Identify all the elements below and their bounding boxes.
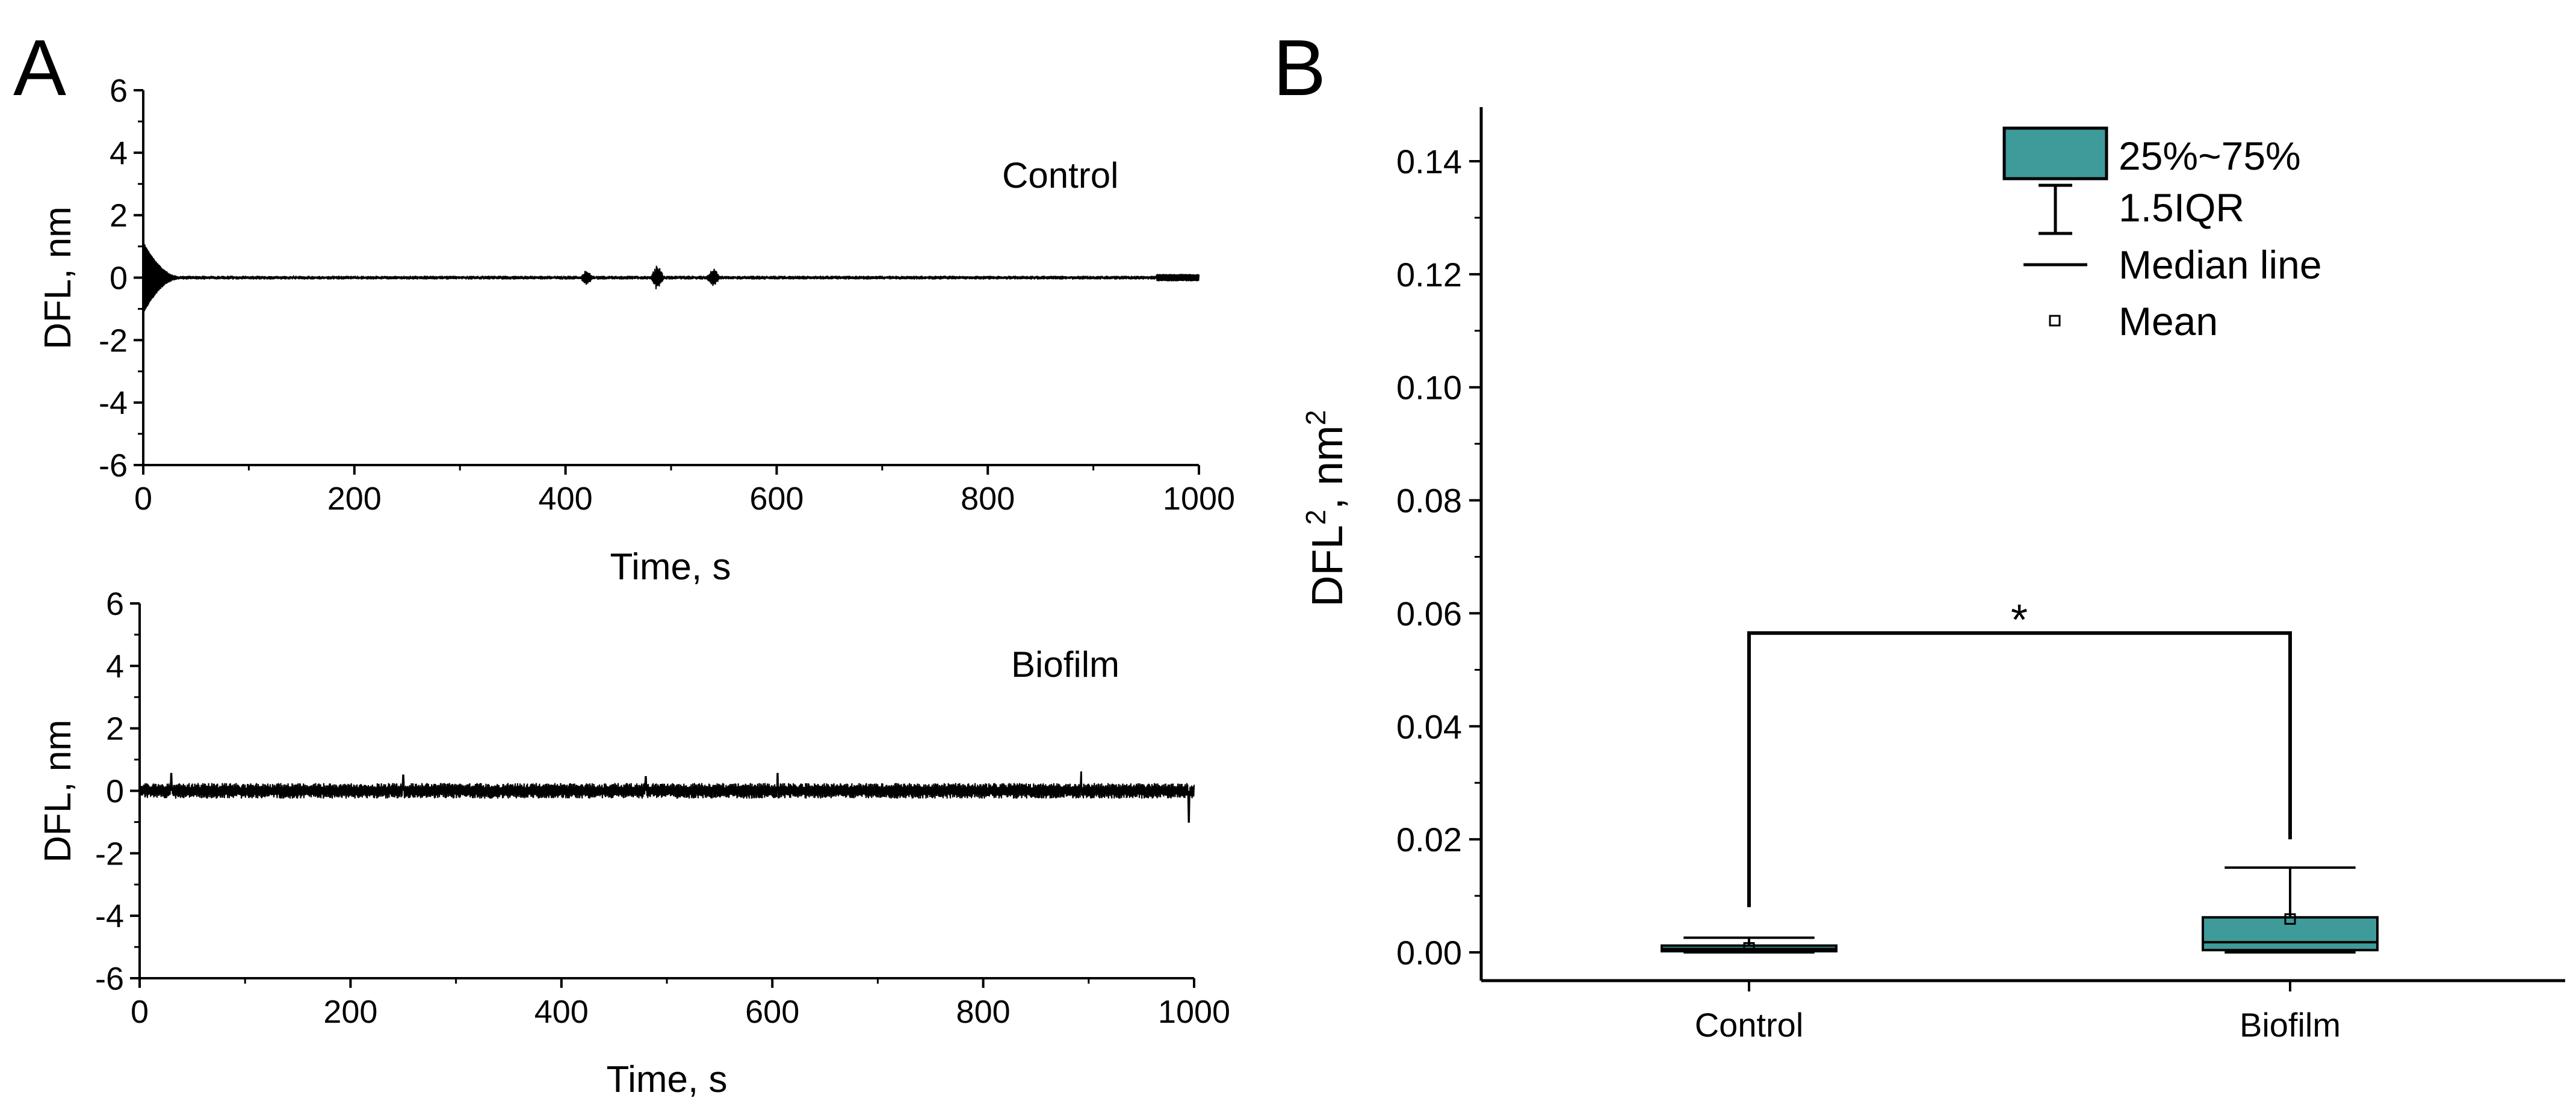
box-y-tick-label: 0.14 <box>1396 143 1462 180</box>
legend-mean-swatch <box>2049 315 2061 327</box>
box-y-tick-label: 0.04 <box>1396 708 1462 745</box>
control-signal-trace <box>142 242 1200 313</box>
box-y-tick-label: 0.06 <box>1396 594 1462 632</box>
biofilm-x-tick-label: 1000 <box>1158 994 1230 1030</box>
box-y-tick-label: 0.02 <box>1396 821 1462 859</box>
box-y-tick-label: 0.10 <box>1396 369 1462 407</box>
biofilm-series-label: Biofilm <box>1011 644 1119 685</box>
control-y-tick-label: -4 <box>99 385 128 421</box>
control-x-axis-title: Time, s <box>610 546 731 588</box>
legend-box-swatch <box>2002 126 2108 180</box>
box-y-title-base: DFL <box>1304 525 1352 607</box>
control-x-tick-label: 1000 <box>1163 481 1235 517</box>
panel-letter-b: B <box>1273 23 1326 112</box>
box-y-tick-label: 0.00 <box>1396 934 1462 972</box>
box-y-tick-label: 0.08 <box>1396 482 1462 520</box>
control-x-tick-label: 0 <box>134 481 152 517</box>
panel-letter-a: A <box>13 23 66 112</box>
biofilm-y-tick-label: 2 <box>106 711 124 747</box>
biofilm-y-tick-label: -4 <box>95 898 124 934</box>
biofilm-x-tick-label: 600 <box>745 994 799 1030</box>
biofilm-y-tick-label: 6 <box>106 586 124 622</box>
biofilm-mean-marker <box>2284 913 2296 925</box>
control-x-tick-label: 400 <box>539 481 593 517</box>
control-mean-marker <box>1743 942 1755 954</box>
legend-label-iqr-box: 25%~75% <box>2119 134 2301 178</box>
control-x-tick-label: 800 <box>961 481 1015 517</box>
biofilm-trace-chart: -6 -4 -2 0 2 4 6 0 200 400 600 800 1000 <box>95 586 1230 1030</box>
control-y-tick-label: 6 <box>110 73 128 109</box>
box-y-tick-label: 0.12 <box>1396 256 1462 294</box>
box-y-title-sup: 2 <box>1300 510 1331 525</box>
control-y-tick-label: 0 <box>110 261 128 297</box>
box-plot-chart: 0.00 0.02 0.04 0.06 0.08 0.10 0.12 0.14 <box>1396 107 2565 991</box>
control-y-axis-title: DFL, nm <box>37 206 79 350</box>
control-y-tick-label: 2 <box>110 198 128 234</box>
biofilm-signal-trace <box>138 771 1195 823</box>
control-x-tick-label: 600 <box>749 481 803 517</box>
category-label-biofilm: Biofilm <box>2240 1006 2341 1044</box>
biofilm-x-tick-label: 200 <box>323 994 377 1030</box>
biofilm-x-axis-title: Time, s <box>607 1059 728 1100</box>
biofilm-x-tick-label: 400 <box>534 994 589 1030</box>
control-series-label: Control <box>1002 155 1118 196</box>
biofilm-y-tick-label: -2 <box>95 836 124 872</box>
box-y-title-mid: , nm <box>1304 425 1352 510</box>
significance-bracket <box>1747 631 2292 907</box>
legend-label-mean: Mean <box>2119 299 2218 344</box>
biofilm-iqr-box <box>2202 916 2379 952</box>
biofilm-y-tick-label: 4 <box>106 649 124 685</box>
box-y-title-sup2: 2 <box>1300 410 1331 425</box>
box-y-axis-title: DFL2, nm2 <box>1300 410 1352 606</box>
control-y-tick-label: -2 <box>99 322 128 359</box>
legend: 25%~75% 1.5IQR Median line Mean <box>2002 126 2322 344</box>
biofilm-x-tick-label: 800 <box>956 994 1011 1030</box>
control-y-tick-label: 4 <box>110 135 128 171</box>
control-y-tick-label: -6 <box>99 448 128 484</box>
biofilm-y-axis-title: DFL, nm <box>37 720 79 863</box>
legend-label-whisker: 1.5IQR <box>2119 185 2244 230</box>
biofilm-x-tick-label: 0 <box>131 994 149 1030</box>
control-trace-chart: -6 -4 -2 0 2 4 6 0 200 400 600 800 1000 <box>99 73 1235 517</box>
legend-whisker-swatch <box>2039 183 2072 235</box>
biofilm-y-tick-label: -6 <box>95 961 124 997</box>
significance-symbol: * <box>2011 596 2028 644</box>
biofilm-y-tick-label: 0 <box>106 774 124 810</box>
category-label-control: Control <box>1695 1006 1804 1044</box>
legend-label-median: Median line <box>2119 242 2322 287</box>
control-x-tick-label: 200 <box>327 481 382 517</box>
